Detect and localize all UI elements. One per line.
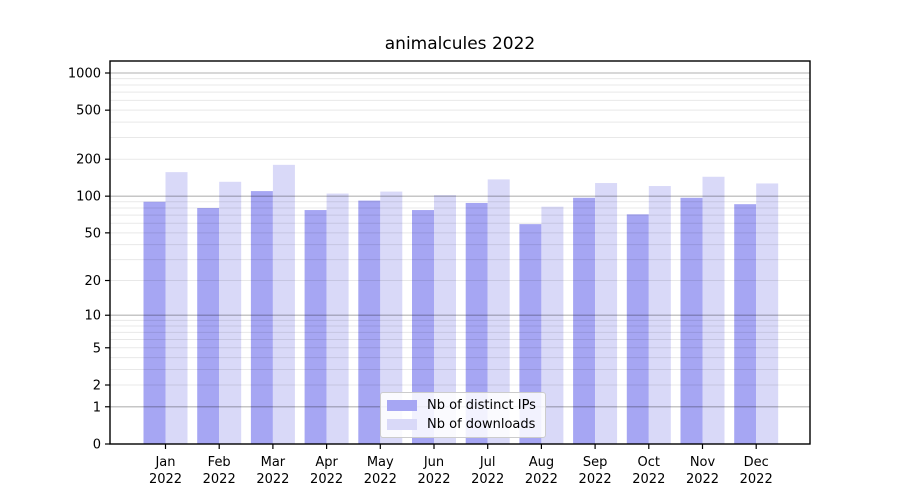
legend-item-downloads: Nb of downloads [387,416,536,433]
y-tick-label-20: 20 [84,274,101,289]
y-tick-label-500: 500 [76,104,101,119]
bar-downloads-nov [702,176,725,445]
bar-downloads-mar [272,164,295,444]
bar-distinct-ips-mar [250,191,273,444]
x-tick-label-month-jun: Jun [423,455,444,470]
chart-title: animalcules 2022 [384,34,536,54]
plot-border [109,60,811,445]
bar-distinct-ips-oct [626,214,649,444]
x-tick-label-month-nov: Nov [690,455,716,470]
bar-downloads-feb [219,181,242,445]
bar-distinct-ips-aug [519,224,542,444]
x-tick-label-year-nov: 2022 [686,472,719,487]
x-tick-label-month-dec: Dec [744,455,769,470]
x-tick-label-year-aug: 2022 [525,472,558,487]
x-tick-label-month-oct: Oct [638,455,660,470]
x-tick-label-month-mar: Mar [261,455,286,470]
x-tick-label-month-feb: Feb [208,455,231,470]
bar-downloads-apr [326,193,349,444]
y-tick-label-5: 5 [93,341,101,356]
x-tick-label-month-jan: Jan [154,455,175,470]
bar-distinct-ips-feb [197,208,220,444]
legend-item-distinct-ips: Nb of distinct IPs [387,397,536,414]
x-tick-label-year-jan: 2022 [149,472,182,487]
bar-downloads-sep [595,183,618,445]
y-tick-label-100: 100 [76,190,101,205]
bar-downloads-may [380,191,403,444]
x-tick-label-month-sep: Sep [583,455,608,470]
x-tick-label-year-oct: 2022 [632,472,665,487]
x-tick-label-month-aug: Aug [529,455,554,470]
y-tick-label-200: 200 [76,153,101,168]
x-tick-label-year-apr: 2022 [310,472,343,487]
y-tick-label-50: 50 [84,226,101,241]
bar-downloads-jan [165,172,188,444]
legend-swatch-downloads [387,419,417,430]
bar-downloads-aug [541,206,564,444]
legend: Nb of distinct IPs Nb of downloads [380,392,546,438]
bar-distinct-ips-nov [680,197,703,444]
bar-distinct-ips-jan [143,201,166,444]
x-tick-label-month-apr: Apr [315,455,338,470]
bar-downloads-jul [487,179,510,445]
x-tick-label-month-may: May [367,455,394,470]
y-tick-label-1000: 1000 [68,66,101,81]
bar-downloads-jun [434,195,456,444]
x-tick-label-year-mar: 2022 [256,472,289,487]
x-tick-label-year-dec: 2022 [740,472,773,487]
bar-distinct-ips-sep [573,197,596,444]
x-tick-label-month-jul: Jul [479,455,496,470]
bar-downloads-oct [648,186,671,444]
legend-label-distinct-ips: Nb of distinct IPs [427,398,536,413]
y-tick-label-10: 10 [84,309,101,324]
bar-distinct-ips-jun [412,210,434,444]
bar-downloads-dec [756,183,779,444]
bar-distinct-ips-apr [304,210,327,444]
x-tick-label-year-may: 2022 [364,472,397,487]
bar-distinct-ips-jul [465,202,488,444]
x-tick-label-year-sep: 2022 [579,472,612,487]
x-tick-label-year-jun: 2022 [417,472,450,487]
x-tick-label-year-jul: 2022 [471,472,504,487]
y-tick-label-1: 1 [93,400,101,415]
bar-distinct-ips-dec [734,204,757,444]
y-tick-label-0: 0 [93,438,101,453]
legend-label-downloads: Nb of downloads [427,417,536,432]
y-tick-label-2: 2 [93,379,101,394]
bar-distinct-ips-may [358,200,381,444]
legend-swatch-distinct-ips [387,400,417,411]
x-tick-label-year-feb: 2022 [203,472,236,487]
